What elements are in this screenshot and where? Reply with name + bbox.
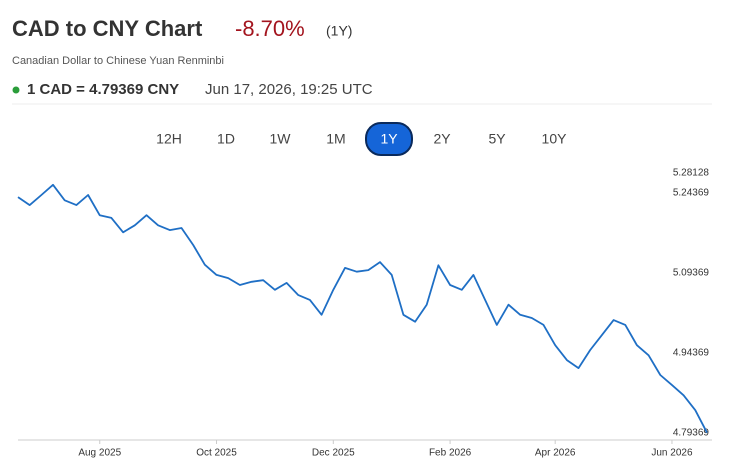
- y-tick-label: 5.24369: [673, 188, 710, 199]
- quote: 1 CAD = 4.79369 CNY: [27, 81, 179, 98]
- price-line: [17, 183, 708, 434]
- range-button[interactable]: 1D: [217, 131, 235, 147]
- y-tick-label: 5.28128: [673, 168, 710, 179]
- range-button[interactable]: 1W: [270, 131, 292, 147]
- timestamp: Jun 17, 2026, 19:25 UTC: [205, 81, 373, 98]
- y-tick-label: 4.79369: [673, 427, 710, 438]
- subtitle: Canadian Dollar to Chinese Yuan Renminbi: [12, 55, 224, 67]
- title: CAD to CNY Chart: [12, 16, 203, 41]
- change: -8.70%: [235, 16, 305, 41]
- range-label[interactable]: 2Y: [433, 131, 451, 147]
- x-tick-label: Jun 2026: [651, 448, 693, 459]
- range-button[interactable]: 12H: [156, 131, 182, 147]
- range-selector: 12H 1D 1W 1M 1Y 2Y 5Y 10Y: [156, 122, 568, 156]
- range-button[interactable]: 5Y: [488, 131, 506, 147]
- live-dot: [12, 86, 20, 94]
- y-tick-label: 5.09369: [673, 268, 710, 279]
- x-tick-label: Feb 2026: [429, 448, 472, 459]
- range-button[interactable]: 10Y: [542, 131, 568, 147]
- range-button[interactable]: 1M: [326, 131, 345, 147]
- range-label[interactable]: 1M: [326, 131, 345, 147]
- x-tick-label: Aug 2025: [78, 448, 121, 459]
- x-tick-label: Apr 2026: [535, 448, 576, 459]
- range-label[interactable]: 12H: [156, 131, 182, 147]
- range-label[interactable]: 1D: [217, 131, 235, 147]
- x-tick-label: Oct 2025: [196, 448, 237, 459]
- range-label[interactable]: 5Y: [488, 131, 506, 147]
- x-tick-label: Dec 2025: [312, 448, 355, 459]
- period: (1Y): [326, 23, 352, 39]
- range-button-bg[interactable]: [365, 122, 413, 156]
- range-label[interactable]: 1W: [270, 131, 292, 147]
- y-tick-label: 4.94369: [673, 347, 710, 358]
- plot: 5.28128 5.24369 5.09369 4.94369 4.79369 Aug 2…: [17, 168, 712, 459]
- range-button[interactable]: 1Y: [365, 122, 413, 156]
- range-label[interactable]: 1Y: [380, 131, 398, 147]
- range-label[interactable]: 10Y: [542, 131, 568, 147]
- range-button[interactable]: 2Y: [433, 131, 451, 147]
